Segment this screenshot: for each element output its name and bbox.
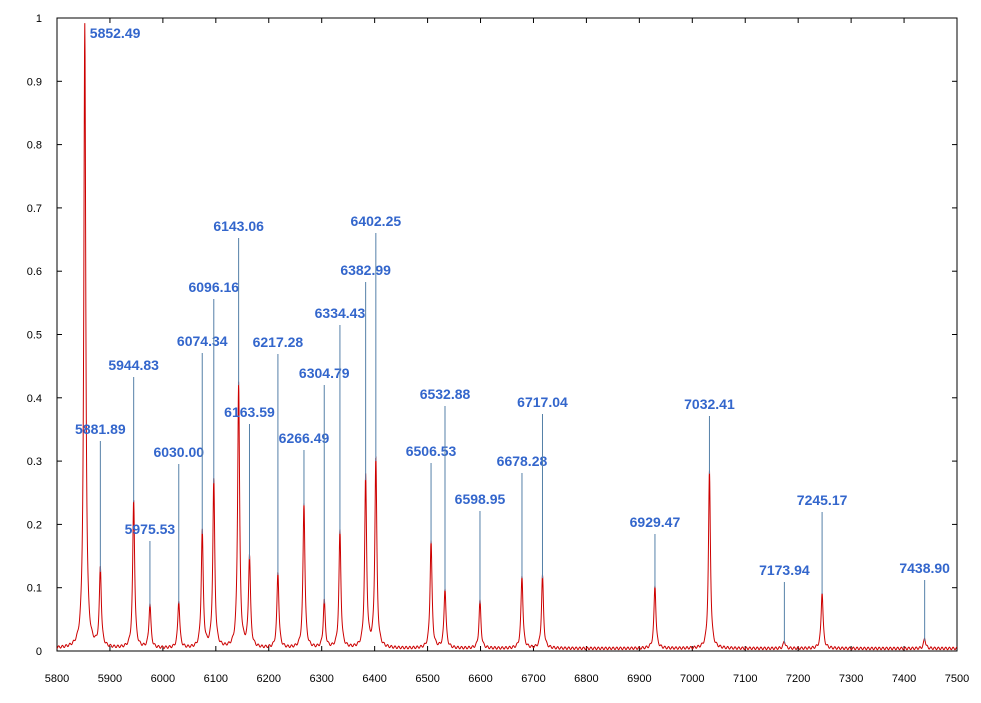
x-tick-label: 7000 [680, 673, 704, 685]
peak-label: 5881.89 [75, 421, 126, 437]
x-tick-label: 5900 [98, 673, 122, 685]
y-tick-label: 0.7 [27, 203, 42, 215]
axis-ticks [56, 17, 958, 652]
peak-label: 7245.17 [797, 492, 848, 508]
peak-label: 6096.16 [188, 279, 239, 295]
x-tick-label: 6800 [574, 673, 598, 685]
peak-label: 5975.53 [125, 521, 176, 537]
x-tick-label: 7400 [892, 673, 916, 685]
x-tick-label: 6000 [151, 673, 175, 685]
x-tick-label: 6700 [521, 673, 545, 685]
y-tick-label: 0.8 [27, 140, 42, 152]
y-tick-label: 0.9 [27, 76, 42, 88]
peak-label: 6163.59 [224, 404, 275, 420]
y-tick-label: 0.4 [27, 393, 42, 405]
x-tick-label: 7200 [786, 673, 810, 685]
peak-label: 5852.49 [90, 25, 141, 41]
x-tick-label: 6600 [468, 673, 492, 685]
x-tick-label: 6200 [257, 673, 281, 685]
y-tick-label: 0.1 [27, 583, 42, 595]
x-tick-label: 6500 [415, 673, 439, 685]
x-tick-label: 5800 [45, 673, 69, 685]
peak-label: 6030.00 [153, 444, 204, 460]
peak-label: 6217.28 [253, 334, 304, 350]
spectrum-line [56, 23, 958, 651]
peak-label: 6929.47 [630, 514, 681, 530]
peak-label: 7438.90 [899, 560, 950, 576]
x-axis: 5800 5900 6000 6100 6200 6300 6400 6500 6600 6700… [45, 673, 969, 685]
x-tick-label: 6900 [627, 673, 651, 685]
x-tick-label: 6300 [309, 673, 333, 685]
peak-label: 6266.49 [279, 430, 330, 446]
x-tick-label: 6400 [362, 673, 386, 685]
peak-labels: 5852.49 5881.89 5944.83 5975.53 6030.00 6074.… [75, 25, 950, 644]
peak-label: 6382.99 [340, 262, 391, 278]
peak-label: 6506.53 [406, 443, 457, 459]
y-tick-label: 0 [36, 646, 42, 658]
peak-label: 6143.06 [213, 218, 264, 234]
peak-label: 6334.43 [315, 305, 366, 321]
peak-label: 7173.94 [759, 562, 810, 578]
x-tick-label: 7500 [945, 673, 969, 685]
peak-label: 6532.88 [420, 386, 471, 402]
y-tick-label: 0.3 [27, 456, 42, 468]
x-tick-label: 7300 [839, 673, 863, 685]
y-tick-label: 0.6 [27, 266, 42, 278]
y-tick-label: 1 [36, 13, 42, 25]
peak-label: 7032.41 [684, 396, 735, 412]
peak-label: 5944.83 [108, 357, 159, 373]
peak-label: 6717.04 [517, 394, 568, 410]
x-tick-label: 6100 [204, 673, 228, 685]
peak-label: 6678.28 [497, 453, 548, 469]
peak-label: 6402.25 [351, 213, 402, 229]
y-tick-label: 0.5 [27, 330, 42, 342]
y-tick-label: 0.2 [27, 519, 42, 531]
peak-label: 6598.95 [455, 491, 506, 507]
peak-label: 6074.34 [177, 333, 228, 349]
y-axis: 0 0.1 0.2 0.3 0.4 0.5 0.6 0.7 0.8 0.9 1 [27, 13, 42, 658]
x-tick-label: 7100 [733, 673, 757, 685]
peak-label: 6304.79 [299, 365, 350, 381]
